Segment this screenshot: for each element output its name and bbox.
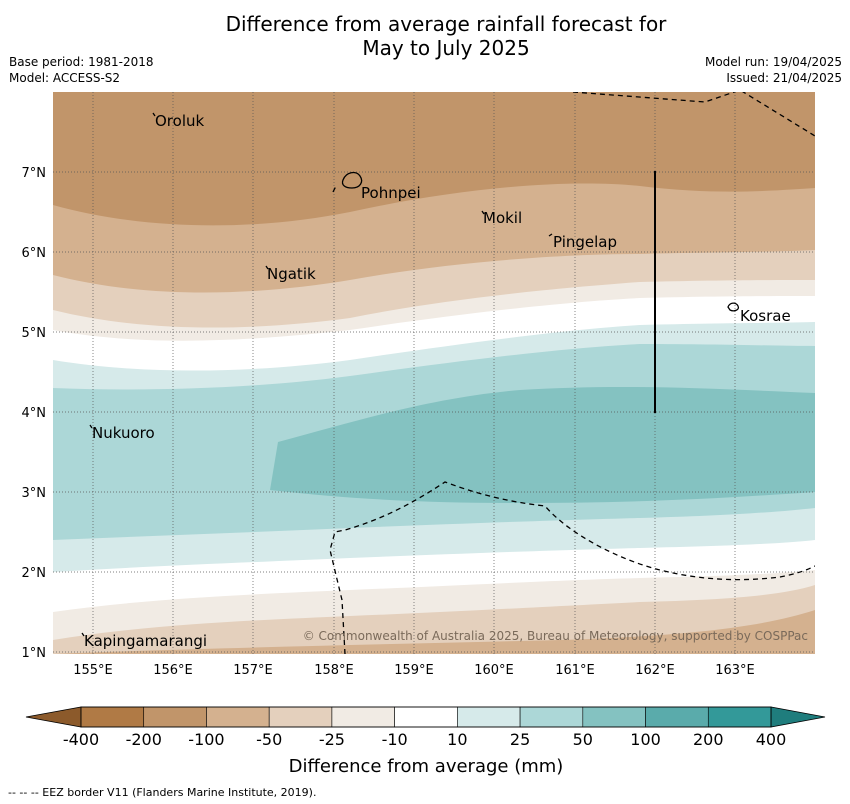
colorbar-ticks: -400 -200 -100 -50 -25 -10 10 25 50 100 200 400	[63, 730, 786, 749]
colorbar-segment	[457, 706, 521, 728]
colorbar-label: Difference from average (mm)	[289, 756, 564, 777]
title-line-2: May to July 2025	[362, 36, 530, 60]
place-label-kapingamarangi: Kapingamarangi	[84, 632, 207, 650]
base-period-text: Base period: 1981-2018	[9, 55, 154, 69]
lon-label: 159°E	[394, 663, 434, 678]
colorbar-segment	[268, 706, 333, 728]
colorbar-segment	[143, 706, 207, 728]
place-label-oroluk: Oroluk	[155, 112, 204, 130]
colorbar-segment	[645, 706, 709, 728]
lat-label: 3°N	[22, 486, 47, 501]
copyright-text: © Commonwealth of Australia 2025, Bureau…	[303, 629, 808, 643]
nukuoro-marker	[89, 424, 93, 429]
model-run-text: Model run: 19/04/2025	[704, 55, 842, 69]
lat-label: 7°N	[22, 166, 47, 181]
ngatik-marker	[265, 265, 269, 270]
oroluk-marker	[152, 112, 156, 117]
band-brown-light-south	[53, 585, 815, 654]
colorbar-tick-label: -25	[319, 730, 345, 749]
colorbar-tick-label: -400	[63, 730, 99, 749]
eez-border	[329, 92, 815, 654]
colorbar-tick-label: 50	[573, 730, 593, 749]
lon-label: 160°E	[474, 663, 514, 678]
colorbar-segment	[582, 706, 646, 728]
lon-label: 155°E	[73, 663, 113, 678]
place-label-pohnpei: Pohnpei	[361, 184, 421, 202]
place-label-pingelap: Pingelap	[553, 233, 617, 251]
colorbar-tick-label: -100	[188, 730, 224, 749]
colorbar-tick-label: -10	[382, 730, 408, 749]
band-brown-mid-south	[53, 610, 815, 654]
meta-left: Base period: 1981-2018 Model: ACCESS-S2	[9, 54, 154, 86]
colorbar-segments	[80, 706, 772, 728]
gridlines	[53, 92, 815, 654]
colorbar-segment	[331, 706, 395, 728]
issued-text: Issued: 21/04/2025	[726, 71, 842, 85]
meta-right: Model run: 19/04/2025 Issued: 21/04/2025	[705, 54, 842, 86]
place-label-kosrae: Kosrae	[740, 307, 791, 325]
colorbar-tick-label: 100	[630, 730, 661, 749]
place-labels: Oroluk Pohnpei Mokil Pingelap Ngatik Kos…	[84, 112, 791, 650]
lat-label: 1°N	[22, 646, 47, 661]
place-label-nukuoro: Nukuoro	[92, 424, 155, 442]
map-area: Oroluk Pohnpei Mokil Pingelap Ngatik Kos…	[53, 92, 815, 654]
kapinga-marker	[81, 632, 85, 637]
title-line-1: Difference from average rainfall forecas…	[225, 12, 667, 36]
colorbar-segment	[519, 706, 584, 728]
colorbar-tick-label: 25	[510, 730, 530, 749]
colorbar-right-arrow	[770, 706, 826, 728]
pohnpei-outline	[341, 171, 363, 189]
lon-label: 163°E	[715, 663, 755, 678]
lon-axis-labels: 155°E 156°E 157°E 158°E 159°E 160°E 161°…	[73, 663, 755, 678]
lon-label: 158°E	[314, 663, 354, 678]
colorbar-segment	[394, 706, 458, 728]
lat-axis-labels: 1°N 2°N 3°N 4°N 5°N 6°N 7°N	[22, 166, 47, 661]
colorbar-tick-label: -200	[126, 730, 162, 749]
colorbar-frame	[80, 706, 772, 728]
colorbar-tick-label: 200	[693, 730, 724, 749]
lat-label: 6°N	[22, 246, 47, 261]
lon-label: 162°E	[635, 663, 675, 678]
islands	[81, 112, 740, 637]
colorbar: -400 -200 -100 -50 -25 -10 10 25 50 100 200 400 Dif…	[25, 706, 826, 777]
lat-label: 5°N	[22, 326, 47, 341]
band-teal-mid	[270, 386, 815, 503]
colorbar-segment	[707, 706, 772, 728]
eez-footnote: -- -- -- EEZ border V11 (Flanders Marine…	[8, 786, 317, 799]
map-title: Difference from average rainfall forecas…	[0, 12, 850, 60]
kosrae-outline	[727, 302, 740, 312]
colorbar-tick-label: 400	[756, 730, 787, 749]
place-label-mokil: Mokil	[483, 209, 522, 227]
pingelap-marker	[548, 233, 553, 237]
model-text: Model: ACCESS-S2	[9, 71, 121, 85]
colorbar-left-arrow	[25, 706, 82, 728]
lon-label: 157°E	[233, 663, 273, 678]
colorbar-tick-label: -50	[256, 730, 282, 749]
lat-label: 4°N	[22, 406, 47, 421]
lon-label: 156°E	[153, 663, 193, 678]
colorbar-segment	[80, 706, 145, 728]
mokil-marker	[481, 210, 485, 215]
lon-label: 161°E	[555, 663, 595, 678]
colorbar-segment	[206, 706, 270, 728]
place-label-ngatik: Ngatik	[267, 265, 316, 283]
lat-label: 2°N	[22, 566, 47, 581]
colorbar-tick-label: 10	[447, 730, 467, 749]
